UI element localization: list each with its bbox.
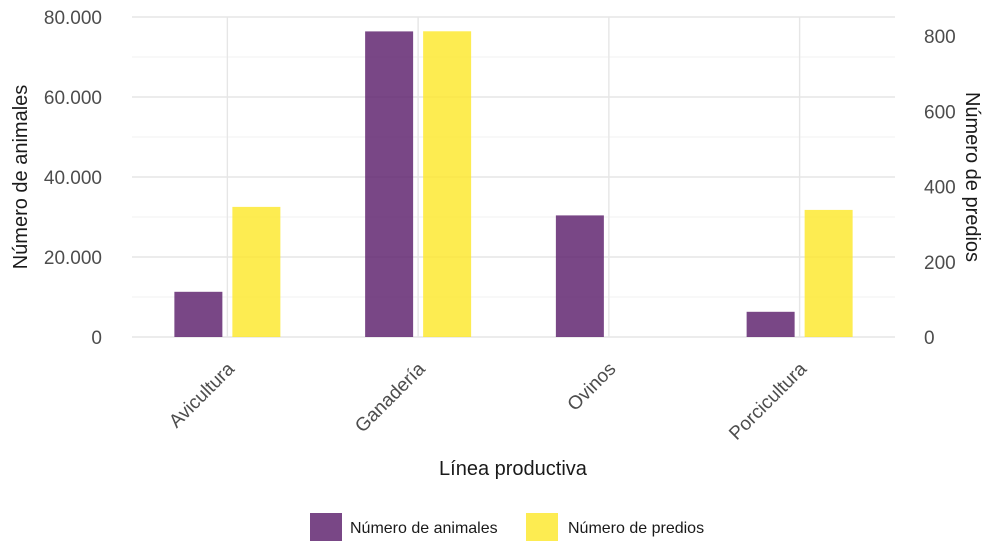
right-tick-label: 0	[924, 328, 935, 349]
bar-animales-porcicultura	[746, 311, 795, 337]
bar-animales-ganadería	[365, 31, 414, 338]
x-tick-label: Porcicultura	[725, 358, 811, 444]
left-tick-label: 0	[91, 328, 102, 349]
bar-predios-ganadería	[423, 31, 472, 338]
legend: Número de animales Número de predios	[310, 513, 704, 541]
x-tick-label: Ganadería	[351, 358, 430, 437]
legend-swatch-animales	[310, 513, 342, 541]
bars	[174, 31, 853, 338]
x-axis: Avicultura Ganadería Ovinos Porcicultura	[165, 358, 811, 444]
left-y-axis-title: Número de animales	[10, 85, 32, 270]
left-tick-label: 20.000	[44, 248, 102, 269]
left-tick-label: 40.000	[44, 168, 102, 189]
legend-label-animales: Número de animales	[350, 520, 498, 537]
left-y-axis: 0 20.000 40.000 60.000 80.000	[44, 8, 102, 349]
right-y-axis-title: Número de predios	[961, 92, 983, 262]
x-tick-label: Ovinos	[564, 359, 621, 416]
right-tick-label: 400	[924, 178, 956, 199]
bar-animales-avicultura	[174, 291, 223, 337]
legend-label-predios: Número de predios	[568, 520, 704, 537]
legend-swatch-predios	[526, 513, 558, 541]
right-y-axis: 0 200 400 600 800	[924, 27, 956, 349]
bar-animales-ovinos	[555, 215, 604, 337]
x-axis-title: Línea productiva	[439, 458, 588, 480]
left-tick-label: 80.000	[44, 8, 102, 29]
bar-predios-avicultura	[232, 206, 281, 337]
x-tick-label: Avicultura	[165, 358, 239, 432]
right-tick-label: 800	[924, 27, 956, 48]
right-tick-label: 200	[924, 253, 956, 274]
left-tick-label: 60.000	[44, 88, 102, 109]
right-tick-label: 600	[924, 102, 956, 123]
bar-predios-porcicultura	[804, 209, 853, 337]
